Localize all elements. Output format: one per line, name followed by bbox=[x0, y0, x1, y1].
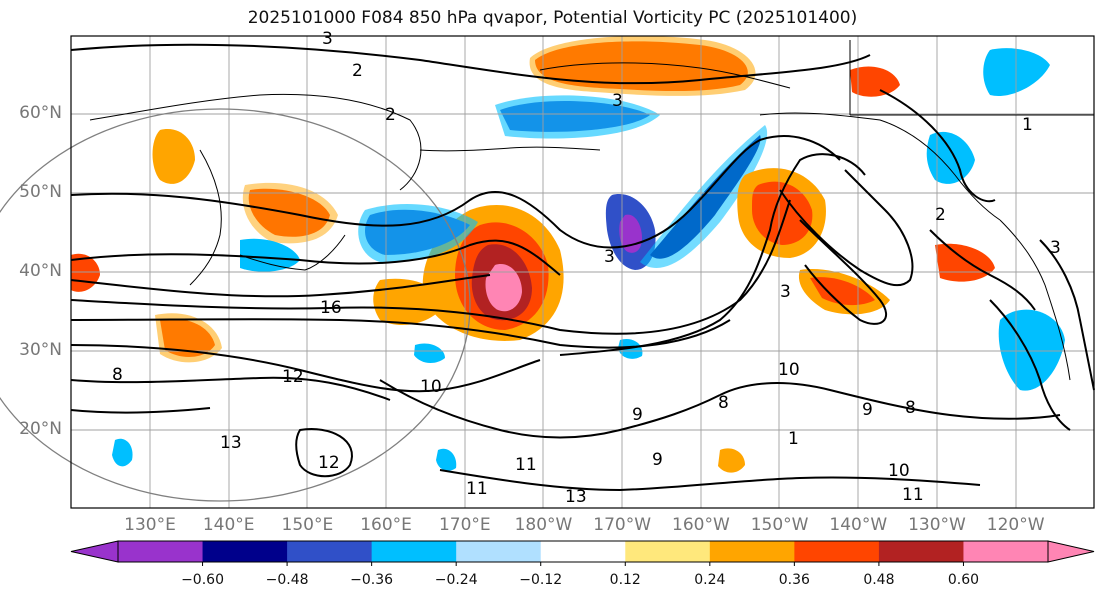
lon-label: 180°W bbox=[514, 515, 573, 535]
lon-label: 160°W bbox=[672, 515, 730, 535]
contour-label: 9 bbox=[652, 450, 663, 470]
colorbar-tick-label: −0.60 bbox=[181, 572, 224, 588]
colorbar-swatch bbox=[202, 541, 288, 562]
lon-label: 130°W bbox=[908, 515, 966, 535]
colorbar-swatch bbox=[709, 541, 795, 562]
contour-label: 2 bbox=[935, 205, 946, 225]
colorbar-tick-label: −0.48 bbox=[265, 572, 309, 588]
lon-label: 160°E bbox=[360, 515, 412, 535]
contour-label: 10 bbox=[420, 377, 442, 397]
colorbar-swatch bbox=[878, 541, 964, 562]
colorbar-extend-high bbox=[1047, 540, 1095, 563]
lon-label: 150°W bbox=[750, 515, 809, 535]
colorbar bbox=[70, 540, 1095, 566]
lat-label: 30°N bbox=[19, 340, 62, 360]
lon-label: 140°E bbox=[202, 515, 255, 535]
contour-label: 3 bbox=[612, 91, 623, 111]
colorbar-tick-label: −0.12 bbox=[519, 572, 563, 588]
contour-label: 3 bbox=[322, 29, 333, 49]
contour-label: 11 bbox=[902, 485, 924, 505]
contour-label: 8 bbox=[905, 398, 916, 418]
lat-label: 50°N bbox=[19, 182, 62, 202]
colorbar-tick-label: −0.36 bbox=[350, 572, 394, 588]
contour-label: 1 bbox=[788, 429, 799, 449]
contour-label: 10 bbox=[888, 461, 910, 481]
contour-label: 12 bbox=[282, 367, 304, 387]
lat-label: 20°N bbox=[19, 419, 62, 439]
contour-label: 8 bbox=[718, 393, 729, 413]
lon-label: 120°W bbox=[986, 515, 1045, 535]
contour-label: 3 bbox=[1050, 238, 1061, 258]
contour-labels: 2 3 3 2 1 2 3 16 8 12 13 12 11 13 11 10 … bbox=[112, 29, 1061, 507]
contour-label: 13 bbox=[220, 433, 242, 453]
colorbar-swatch bbox=[287, 541, 373, 562]
colorbar-swatch bbox=[963, 541, 1049, 562]
lon-label: 170°E bbox=[438, 515, 491, 535]
colorbar-swatch bbox=[118, 541, 204, 562]
colorbar-swatch bbox=[540, 541, 626, 562]
colorbar-tick-label: 0.24 bbox=[694, 572, 726, 588]
contour-label: 9 bbox=[632, 405, 643, 425]
lon-label: 130°E bbox=[124, 515, 176, 535]
contour-label: 2 bbox=[352, 61, 363, 81]
colorbar-swatch bbox=[371, 541, 457, 562]
map-border bbox=[70, 35, 1095, 509]
contour-label: 3 bbox=[604, 247, 615, 267]
colorbar-tick-label: 0.12 bbox=[609, 572, 641, 588]
colorbar-swatch bbox=[794, 541, 880, 562]
contour-label: 12 bbox=[318, 453, 340, 473]
contour-label: 1 bbox=[1022, 115, 1033, 135]
lon-label: 140°W bbox=[829, 515, 888, 535]
contour-label: 2 bbox=[385, 105, 396, 125]
contour-label: 9 bbox=[862, 400, 873, 420]
contour-label: 11 bbox=[466, 479, 488, 499]
contour-label: 8 bbox=[112, 365, 123, 385]
lon-label: 170°W bbox=[593, 515, 652, 535]
range-circle bbox=[0, 108, 471, 502]
coastlines bbox=[89, 40, 1094, 381]
contour-label: 10 bbox=[778, 360, 800, 380]
colorbar-tick-label: 0.36 bbox=[778, 572, 810, 588]
contours bbox=[70, 43, 1095, 492]
colorbar-swatch bbox=[456, 541, 542, 562]
contour-label: 3 bbox=[780, 282, 791, 302]
contour-label: 16 bbox=[320, 298, 342, 318]
map-title: 2025101000 F084 850 hPa qvapor, Potentia… bbox=[247, 8, 858, 28]
colorbar-tick-label: −0.24 bbox=[434, 572, 478, 588]
lat-label: 40°N bbox=[19, 261, 62, 281]
colorbar-outline bbox=[117, 540, 1049, 563]
contour-label: 11 bbox=[515, 455, 537, 475]
colorbar-tick-label: 0.60 bbox=[947, 572, 980, 588]
lon-label: 150°E bbox=[281, 515, 334, 535]
contour-label: 13 bbox=[565, 487, 587, 507]
colorbar-extend-low bbox=[70, 540, 119, 563]
colorbar-tick-label: 0.48 bbox=[863, 572, 895, 588]
colorbar-swatch bbox=[625, 541, 711, 562]
lat-label: 60°N bbox=[19, 103, 62, 123]
